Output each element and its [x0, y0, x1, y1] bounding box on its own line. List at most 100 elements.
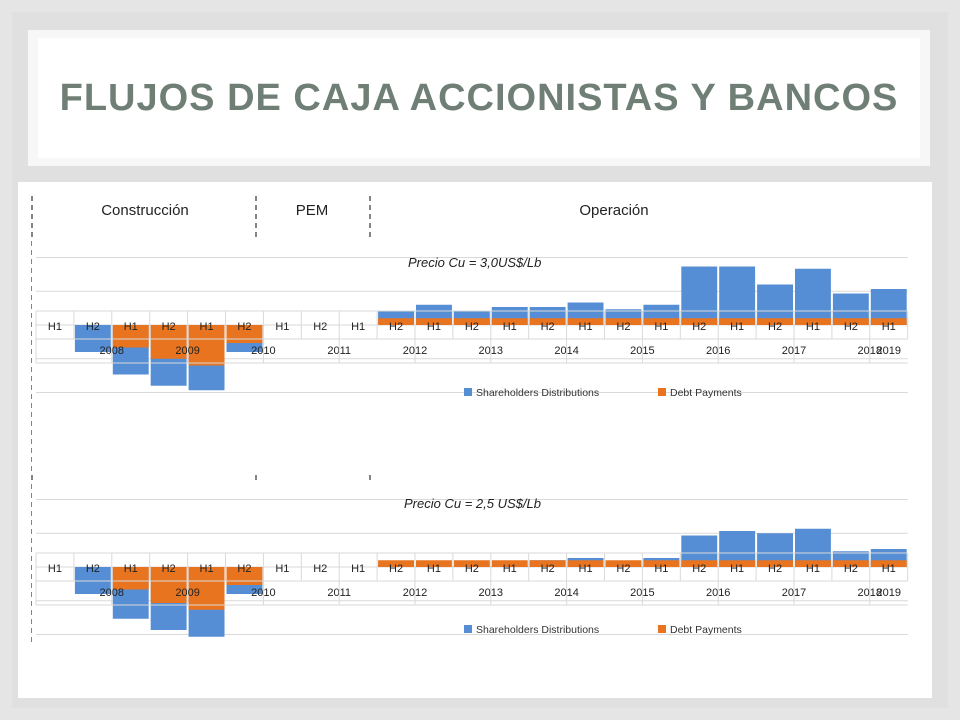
year-label: 2019: [877, 345, 901, 357]
bar-debt: [719, 318, 756, 325]
tick-label: H2: [237, 321, 251, 333]
tick-label: H2: [541, 563, 555, 575]
bar-debt: [378, 560, 414, 567]
bar-debt: [643, 318, 680, 325]
bar-debt: [757, 318, 793, 325]
legend-label-shareholders: Shareholders Distributions: [476, 387, 599, 399]
bar-debt: [378, 318, 414, 325]
bar-shareholders: [795, 268, 831, 325]
legend-swatch-debt: [658, 625, 666, 633]
tick-label: H1: [579, 321, 593, 333]
phase-label-construccion: Construcción: [101, 202, 189, 219]
tick-label: H1: [806, 563, 820, 575]
bar-debt: [491, 318, 528, 325]
tick-label: H2: [616, 563, 630, 575]
bar-debt: [757, 560, 793, 567]
tick-label: H1: [200, 563, 214, 575]
tick-label: H1: [730, 563, 744, 575]
bar-debt: [491, 560, 528, 567]
legend-label-shareholders: Shareholders Distributions: [476, 624, 599, 636]
bar-debt: [112, 567, 149, 590]
tick-label: H1: [503, 563, 517, 575]
bar-debt: [870, 318, 907, 325]
tick-label: H1: [275, 563, 289, 575]
bar-debt: [112, 325, 149, 348]
bar-debt: [605, 560, 642, 567]
bar-debt: [643, 560, 680, 567]
legend-label-debt: Debt Payments: [670, 624, 742, 636]
bar-debt: [605, 318, 642, 325]
bar-debt: [795, 318, 831, 325]
bar-debt: [795, 560, 831, 567]
tick-label: H1: [427, 321, 441, 333]
tick-label: H2: [768, 321, 782, 333]
tick-label: H1: [351, 321, 365, 333]
chart-svg: Construcción PEM Operación Precio Cu = 3…: [31, 196, 912, 694]
bar-debt: [416, 318, 452, 325]
tick-label: H2: [616, 321, 630, 333]
bar-debt: [567, 318, 604, 325]
year-label: 2019: [877, 587, 901, 599]
tick-label: H2: [844, 563, 858, 575]
bar-debt: [529, 318, 566, 325]
bar-debt: [416, 560, 452, 567]
tick-label: H2: [768, 563, 782, 575]
tick-label: H2: [692, 321, 706, 333]
phase-label-operacion: Operación: [579, 202, 648, 219]
tick-label: H1: [200, 321, 214, 333]
bar-debt: [681, 318, 718, 325]
tick-label: H2: [465, 563, 479, 575]
tick-label: H2: [844, 321, 858, 333]
tick-label: H1: [882, 563, 896, 575]
bar-shareholders: [719, 266, 756, 325]
slide-title: FLUJOS DE CAJA ACCIONISTAS Y BANCOS: [59, 76, 899, 119]
bar-debt: [150, 567, 187, 603]
tick-label: H1: [275, 321, 289, 333]
tick-label: H2: [86, 321, 100, 333]
tick-label: H1: [124, 563, 138, 575]
title-inner: FLUJOS DE CAJA ACCIONISTAS Y BANCOS: [38, 38, 920, 158]
bar-debt: [188, 325, 225, 366]
title-box: FLUJOS DE CAJA ACCIONISTAS Y BANCOS: [28, 30, 930, 166]
tick-label: H1: [579, 563, 593, 575]
tick-label: H1: [351, 563, 365, 575]
tick-label: H1: [48, 563, 62, 575]
bar-debt: [567, 560, 604, 567]
tick-label: H1: [654, 321, 668, 333]
tick-label: H2: [465, 321, 479, 333]
tick-label: H2: [541, 321, 555, 333]
tick-label: H2: [389, 321, 403, 333]
tick-label: H2: [237, 563, 251, 575]
tick-label: H1: [124, 321, 138, 333]
legend-label-debt: Debt Payments: [670, 387, 742, 399]
tick-label: H1: [503, 321, 517, 333]
bar-debt: [453, 318, 490, 325]
legend-swatch-debt: [658, 388, 666, 396]
bar-shareholders: [681, 266, 718, 325]
chart-panel-1: Precio Cu = 3,0US$/Lb H1 H2 H1 H2 H1 H2 H1 H2 H1 H…: [32, 240, 912, 472]
bar-debt: [188, 567, 225, 610]
bar-debt: [719, 560, 756, 567]
price-annotation: Precio Cu = 3,0US$/Lb: [408, 255, 541, 270]
bar-debt: [832, 560, 869, 567]
tick-label: H2: [389, 563, 403, 575]
tick-label: H2: [313, 563, 327, 575]
price-annotation: Precio Cu = 2,5 US$/Lb: [404, 496, 541, 511]
bar-debt: [529, 560, 566, 567]
bar-debt: [870, 560, 907, 567]
legend-swatch-shareholders: [464, 388, 472, 396]
tick-label: H2: [692, 563, 706, 575]
bar-debt: [832, 318, 869, 325]
tick-label: H1: [730, 321, 744, 333]
tick-label: H2: [162, 563, 176, 575]
chart-panel-2: Precio Cu = 2,5 US$/Lb H1 H2 H1 H2 H1 H2 H1 H2 H1…: [32, 480, 912, 694]
bar-debt: [681, 560, 718, 567]
tick-label: H1: [882, 321, 896, 333]
legend: Shareholders Distributions Debt Payments: [464, 624, 742, 636]
tick-label: H2: [86, 563, 100, 575]
tick-label: H1: [48, 321, 62, 333]
tick-label: H2: [162, 321, 176, 333]
tick-label: H2: [313, 321, 327, 333]
bar-debt: [150, 325, 187, 359]
tick-label: H1: [427, 563, 441, 575]
